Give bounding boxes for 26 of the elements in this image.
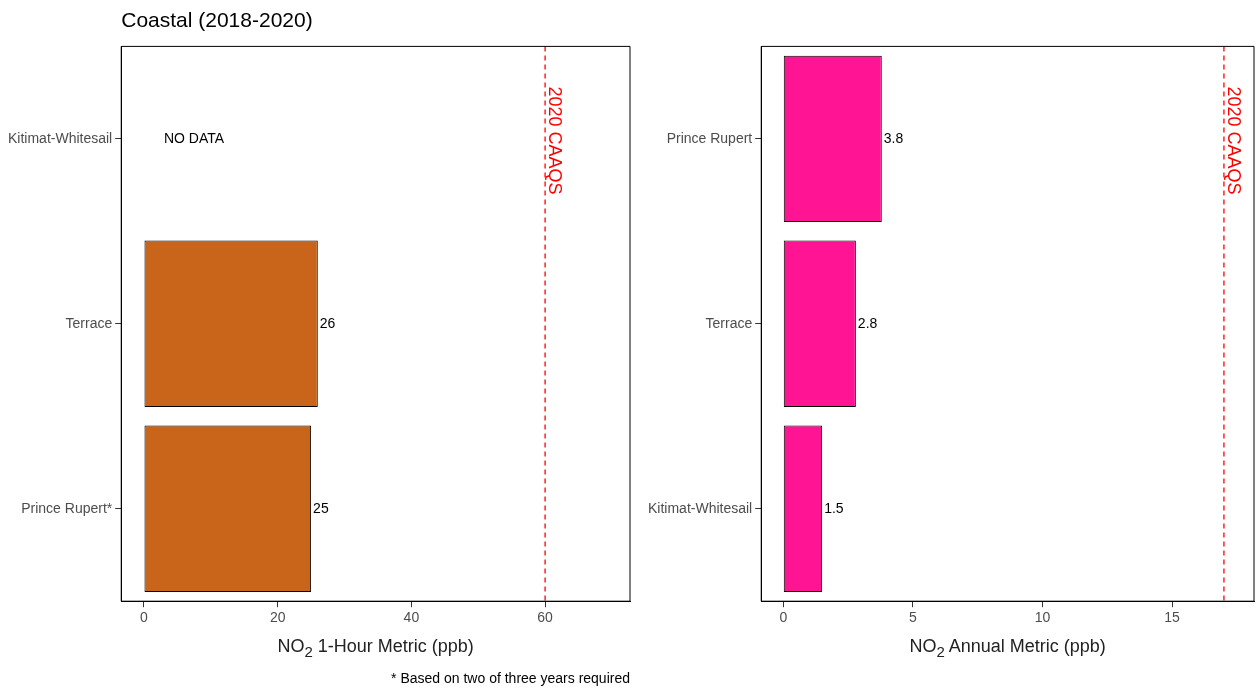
annotation: NO DATA (163, 129, 225, 146)
y-tick-label: Prince Rupert* (21, 499, 113, 516)
chart-title: Coastal (2018-2020) (121, 8, 313, 32)
y-tick-label: Terrace (705, 314, 753, 331)
x-tick-label: 20 (269, 609, 286, 626)
y-tick-label: Prince Rupert (666, 129, 753, 146)
x-tick-label: 10 (1034, 609, 1051, 626)
text: * Based on two of three years required (391, 670, 630, 686)
x-tick-label: 0 (140, 609, 149, 626)
data-label: 1.5 (824, 499, 844, 516)
data-label: 3.8 (883, 129, 904, 146)
x-tick-label: 60 (537, 609, 554, 626)
x-tick-label: 15 (1164, 609, 1181, 626)
x-axis-title: NO$_{2}$ 1-Hour Metric (ppb) (277, 636, 474, 660)
y-tick-label: Kitimat-Whitesail (7, 129, 113, 146)
x-axis-title: NO$_{2}$ Annual Metric (ppb) (909, 636, 1106, 660)
x-tick-label: 0 (779, 609, 788, 626)
x-tick-label: 40 (403, 609, 420, 626)
x-tick-label: 5 (908, 609, 917, 626)
data-label: 2.8 (857, 314, 878, 331)
data-label: 25 (313, 499, 329, 516)
y-tick-label: Kitimat-Whitesail (647, 499, 753, 516)
ref-line-label: 2020 CAAQS (1223, 86, 1244, 195)
ref-line-label: 2020 CAAQS (545, 86, 566, 195)
data-label: 26 (319, 314, 336, 331)
y-tick-label: Terrace (65, 314, 113, 331)
